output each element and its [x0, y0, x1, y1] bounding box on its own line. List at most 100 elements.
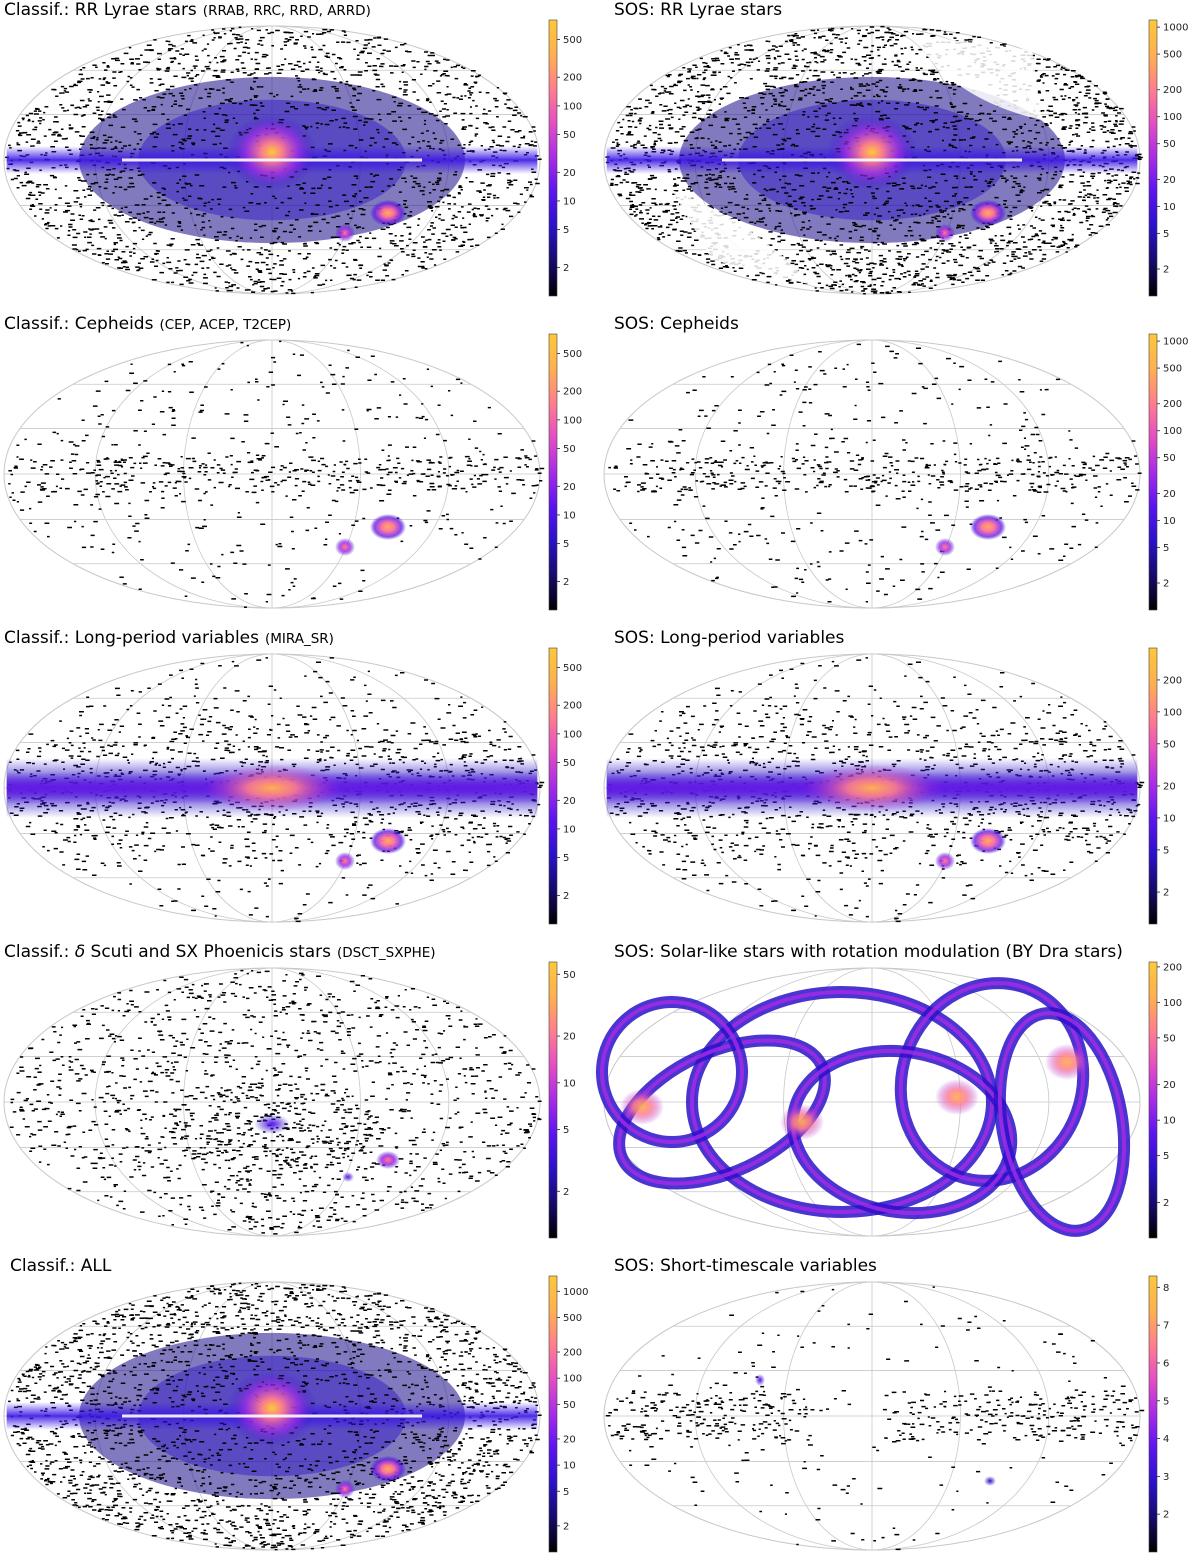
sky-map: 500 200 100 50 20 10 5 2: [3, 333, 582, 611]
title-text: Classif.: ALL: [10, 1256, 112, 1276]
node-crossing: [935, 1079, 979, 1115]
sky-map: 8 7 6 5 4 3 2: [603, 1275, 1169, 1553]
lmc-cloud: [370, 200, 406, 226]
colorbar-tick-label: 2: [563, 891, 569, 902]
colorbar-tick-label: 200: [1163, 962, 1182, 973]
colorbar-tick-label: 500: [1163, 50, 1182, 61]
subtitle-text: (DSCT_SXPHE): [336, 945, 436, 961]
colorbar-gradient: [548, 333, 558, 611]
sky-map: 1000 500 200 100 50 20 10 5 2: [3, 1275, 588, 1553]
star-points: [613, 455, 1140, 493]
colorbar-tick-label: 5: [1163, 1151, 1169, 1162]
star-points: [605, 1390, 1145, 1442]
lmc-cloud: [370, 1456, 406, 1482]
subtitle-text: (MIRA_SR): [265, 631, 334, 647]
colorbar: 500 200 100 50 20 10 5 2: [548, 333, 582, 611]
title-text: SOS: RR Lyrae stars: [614, 0, 783, 20]
scan-loop-core: [997, 1011, 1127, 1233]
colorbar-gradient: [1148, 961, 1158, 1239]
scan-gap: [672, 190, 812, 285]
panel-title: Classif.: RR Lyrae stars (RRAB, RRC, RRD,…: [4, 0, 371, 20]
colorbar-tick-label: 20: [1163, 489, 1176, 500]
colorbar-tick-label: 5: [1163, 845, 1169, 856]
colorbar-tick-label: 20: [563, 796, 576, 807]
colorbar-tick-label: 5: [563, 225, 569, 236]
colorbar-tick-label: 10: [1163, 516, 1176, 527]
sky-map: 200 100 50 20 10 5 2: [596, 961, 1182, 1239]
colorbar-tick-label: 5: [1163, 543, 1169, 554]
graticule: [3, 339, 541, 609]
panel-title: Classif.: Cepheids (CEP, ACEP, T2CEP): [4, 314, 291, 334]
star-point: [5, 26, 542, 295]
colorbar-gradient: [1148, 333, 1158, 611]
colorbar-tick-label: 1000: [1163, 23, 1188, 34]
colorbar-tick-label: 100: [1163, 998, 1182, 1009]
colorbar-tick-label: 100: [1163, 426, 1182, 437]
colorbar-tick-label: 20: [563, 482, 576, 493]
scan-gap: [912, 35, 1042, 120]
panel-title: SOS: Long-period variables: [614, 628, 844, 648]
smc-cloud: [342, 1172, 354, 1182]
panel-rrlyrae-sos: SOS: RR Lyrae stars 1000 500 200 100 50 20 10 5…: [600, 0, 1200, 312]
colorbar-tick-label: 8: [1163, 1283, 1169, 1294]
colorbar-tick-label: 200: [563, 387, 582, 398]
colorbar-tick-label: 100: [563, 1374, 582, 1385]
colorbar: 200 100 50 20 10 5 2: [1148, 961, 1182, 1239]
star-point: [9, 340, 542, 608]
panel-title: Classif.: Long-period variables (MIRA_SR): [4, 628, 334, 648]
colorbar-tick-label: 50: [1163, 139, 1176, 150]
subtitle-text: (CEP, ACEP, T2CEP): [159, 317, 292, 333]
colorbar-tick-label: 10: [563, 824, 576, 835]
bulge: [254, 1114, 290, 1134]
title-rest: Scuti and SX Phoenicis stars: [85, 942, 331, 962]
colorbar-tick-label: 7: [1163, 1321, 1169, 1332]
title-text: SOS: Cepheids: [614, 314, 739, 334]
colorbar-tick-label: 3: [1163, 1472, 1169, 1483]
title-text: Classif.: RR Lyrae stars: [4, 0, 197, 20]
colorbar-gradient: [1148, 647, 1158, 925]
colorbar: 500 200 100 50 20 10 5 2: [548, 647, 582, 925]
colorbar-tick-label: 1000: [1163, 337, 1188, 348]
colorbar-tick-label: 2: [1163, 265, 1169, 276]
panel-lpv-classif: Classif.: Long-period variables (MIRA_SR)…: [0, 628, 600, 940]
star-points: [8, 1282, 542, 1551]
lmc-cloud: [370, 828, 406, 854]
star-point: [613, 455, 1140, 493]
colorbar-gradient: [548, 19, 558, 297]
colorbar-tick-label: 20: [1163, 1080, 1176, 1091]
colorbar: 1000 500 200 100 50 20 10 5 2: [1148, 19, 1188, 297]
colorbar-tick-label: 20: [1163, 175, 1176, 186]
panel-title: SOS: RR Lyrae stars: [614, 0, 782, 20]
graticule: [603, 1281, 1141, 1551]
colorbar-tick-label: 200: [563, 73, 582, 84]
colorbar-tick-label: 5: [563, 539, 569, 550]
panel-title: SOS: Solar-like stars with rotation modu…: [614, 942, 1123, 962]
colorbar-tick-label: 5: [563, 1125, 569, 1136]
colorbar: 50 20 10 5 2: [548, 961, 576, 1239]
lmc-cloud: [970, 828, 1006, 854]
colorbar-tick-label: 500: [563, 1313, 582, 1324]
lmc-cloud: [970, 200, 1006, 226]
colorbar-tick-label: 2: [1163, 579, 1169, 590]
star-points: [5, 26, 542, 295]
colorbar-tick-label: 5: [563, 1487, 569, 1498]
panel-title: Classif.: δ Scuti and SX Phoenicis stars…: [4, 942, 436, 962]
node-crossing: [780, 1104, 824, 1140]
title-text: Classif.: Cepheids: [4, 314, 154, 334]
colorbar-tick-label: 200: [1163, 675, 1182, 686]
colorbar-tick-label: 50: [1163, 1033, 1176, 1044]
colorbar-tick-label: 2: [563, 263, 569, 274]
star-point: [8, 455, 545, 493]
lmc-cloud: [370, 514, 406, 540]
smc-cloud: [335, 852, 355, 870]
panel-dsct-classif: Classif.: δ Scuti and SX Phoenicis stars…: [0, 942, 600, 1254]
smc-cloud: [335, 224, 355, 242]
colorbar-tick-label: 100: [563, 415, 582, 426]
panel-cepheids-classif: Classif.: Cepheids (CEP, ACEP, T2CEP) 500…: [0, 314, 600, 626]
colorbar-tick-label: 100: [563, 729, 582, 740]
star-point: [8, 1282, 542, 1551]
colorbar-tick-label: 6: [1163, 1358, 1169, 1369]
colorbar-tick-label: 10: [1163, 813, 1176, 824]
star-points: [8, 455, 545, 493]
lmc-cloud: [970, 514, 1006, 540]
